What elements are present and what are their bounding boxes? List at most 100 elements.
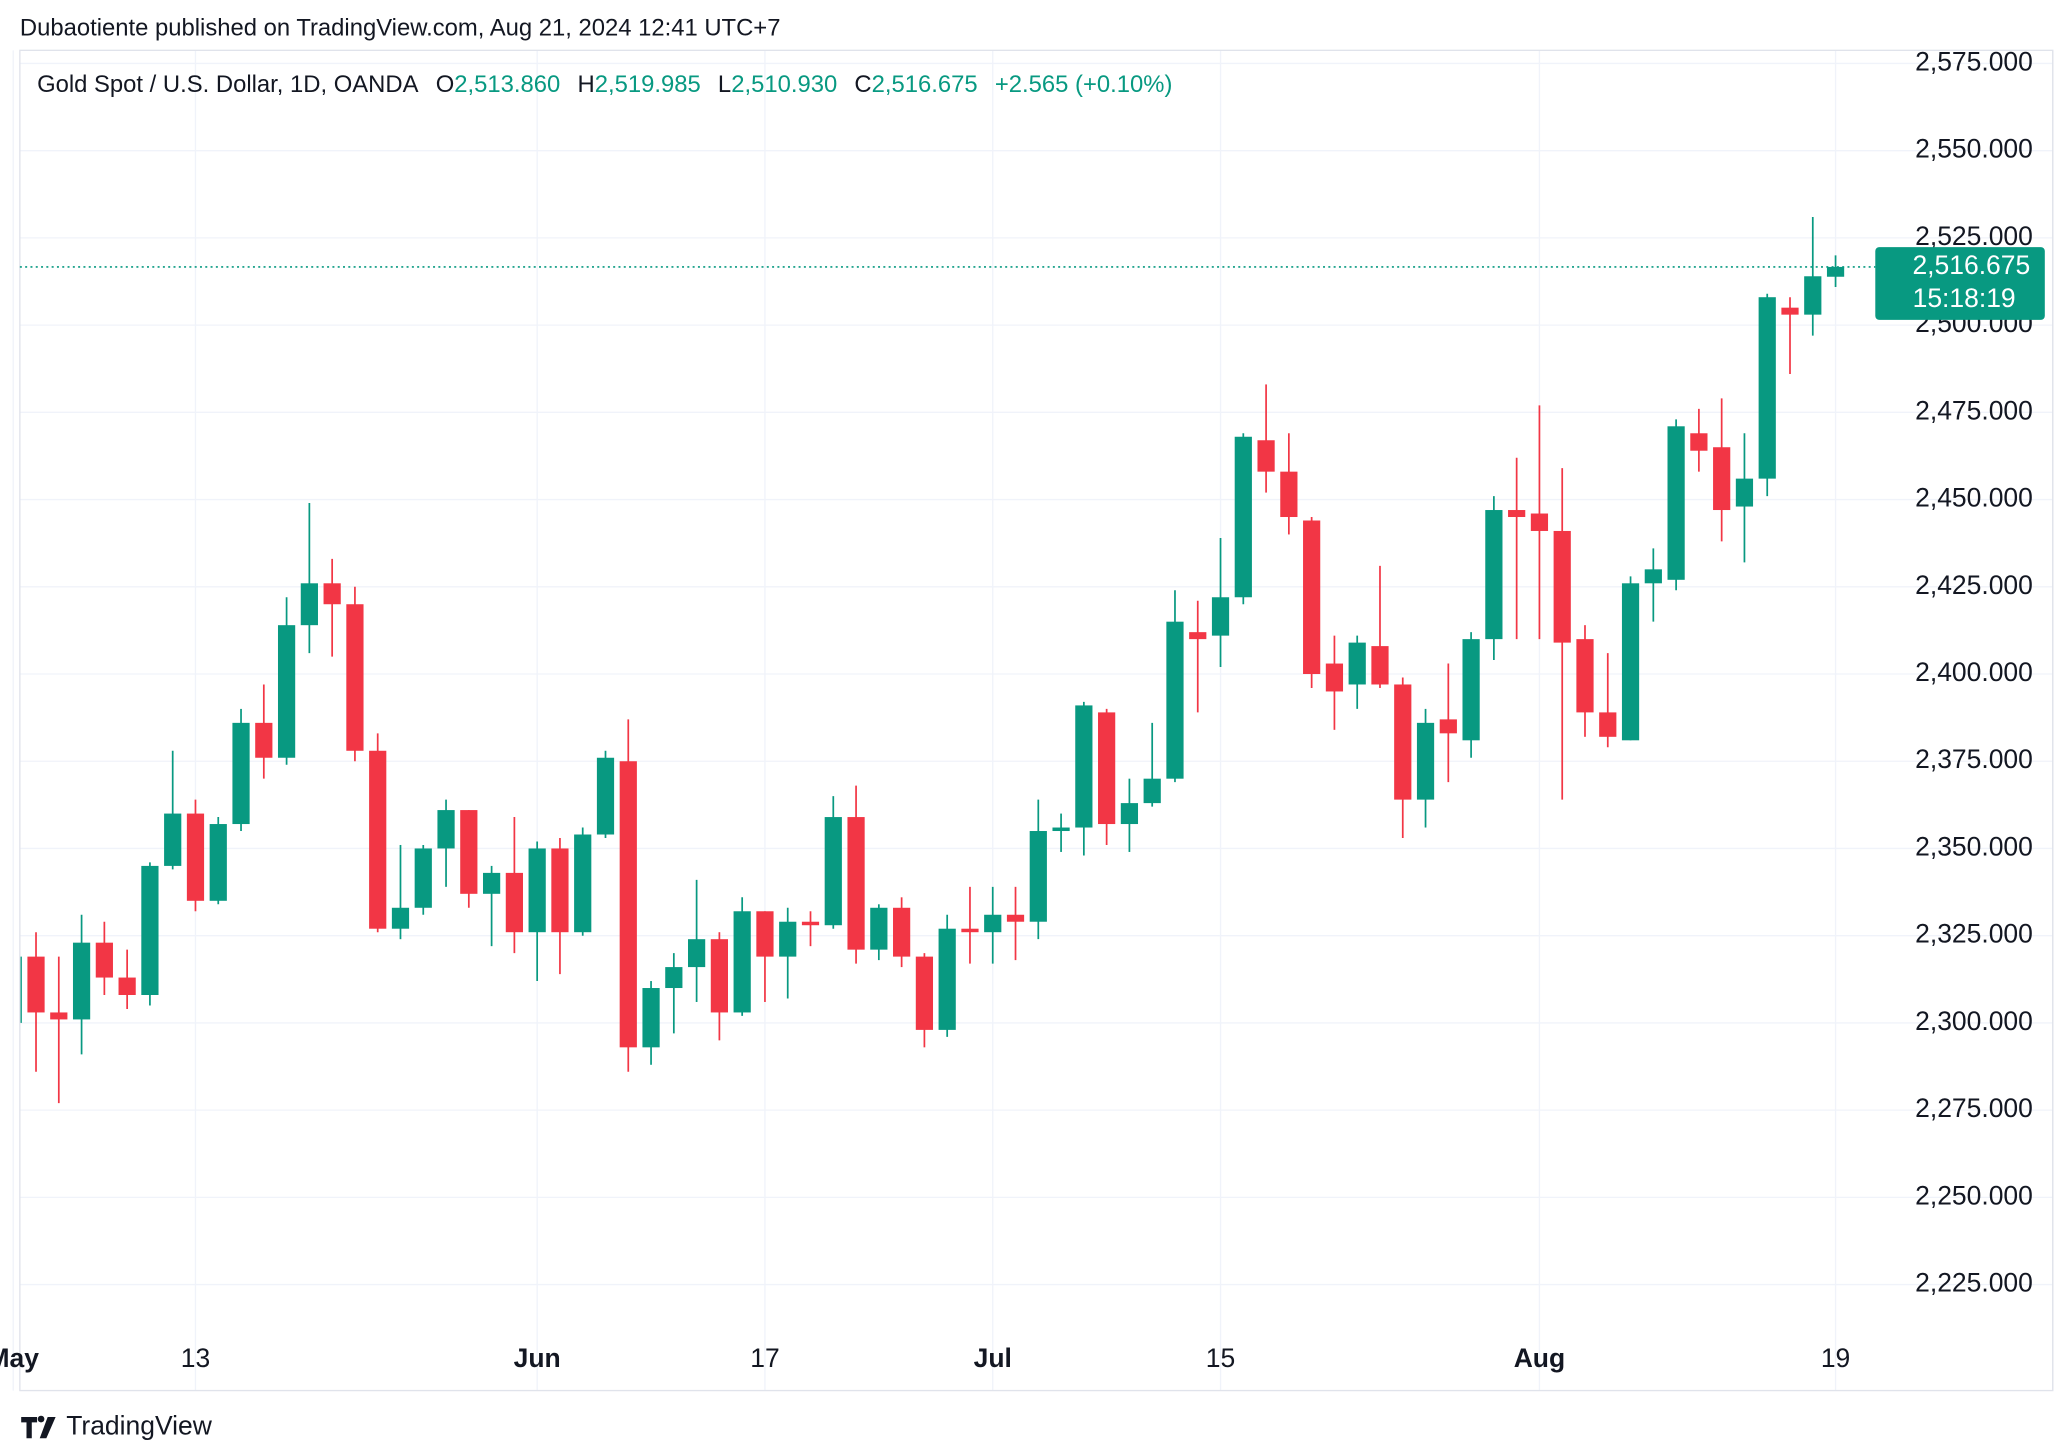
x-tick-label: 13	[181, 1343, 210, 1373]
legend-value: 2,510.930	[731, 71, 837, 98]
candle-body	[323, 583, 341, 605]
candle-body	[1211, 597, 1230, 636]
candle-body	[870, 907, 888, 950]
candle-body	[756, 911, 774, 957]
legend-key: H	[577, 71, 594, 98]
candle-body	[255, 722, 273, 758]
candle-body	[733, 911, 751, 1013]
candle-body	[300, 583, 318, 626]
y-tick-label: 2,475.000	[1915, 395, 2033, 425]
candle-body	[1735, 478, 1754, 507]
candle-body	[1029, 831, 1047, 922]
candle-body	[1804, 276, 1822, 315]
candle-body	[1098, 712, 1116, 825]
candle-body	[961, 928, 979, 933]
candle-body	[277, 625, 296, 758]
legend-key: L	[718, 71, 731, 98]
candle-body	[688, 939, 706, 968]
grid	[12, 50, 2053, 1391]
countdown-label: 15:18:19	[1913, 283, 2016, 313]
x-tick-label: May	[0, 1343, 39, 1373]
x-tick-label: 15	[1206, 1343, 1235, 1373]
candle-body	[915, 956, 934, 1030]
candle-body	[551, 848, 569, 933]
candle-body	[1166, 621, 1184, 779]
legend-value: 2,516.675	[872, 71, 978, 98]
symbol-title: Gold Spot / U.S. Dollar, 1D, OANDA	[37, 71, 418, 98]
x-tick-label: 19	[1821, 1343, 1850, 1373]
candle-body	[141, 865, 159, 996]
candle-body	[27, 956, 45, 1013]
candles	[19, 216, 1845, 1104]
candle-body	[779, 921, 797, 957]
legend-change: +2.565 (+0.10%)	[995, 71, 1173, 98]
candle-body	[596, 757, 615, 835]
candle-body	[50, 1012, 68, 1020]
y-tick-label: 2,450.000	[1915, 483, 2033, 513]
candle-body	[1781, 307, 1799, 315]
candle-body	[1826, 266, 1845, 277]
y-tick-label: 2,250.000	[1915, 1180, 2033, 1210]
candle-body	[1075, 705, 1093, 828]
candle-body	[232, 722, 250, 825]
candle-body	[1644, 569, 1662, 584]
legend-value: 2,513.860	[454, 71, 560, 98]
candle-body	[574, 834, 592, 933]
candle-body	[1006, 914, 1025, 922]
candle-body	[801, 921, 820, 926]
candle-body	[505, 872, 523, 933]
brand: TradingView	[21, 1411, 213, 1441]
candle-body	[619, 761, 637, 1048]
candle-body	[893, 907, 911, 957]
candle-body	[1553, 530, 1571, 643]
candle-body	[1667, 426, 1685, 580]
candle-body	[984, 914, 1002, 933]
x-tick-label: Jun	[514, 1343, 561, 1373]
candle-body	[1599, 712, 1617, 737]
brand-logo	[21, 1415, 56, 1439]
candle-body	[824, 817, 842, 926]
candle-body	[938, 928, 956, 1030]
legend-key: O	[436, 71, 455, 98]
candle-body	[710, 939, 729, 1013]
candle-body	[346, 604, 364, 751]
candle-body	[414, 848, 432, 908]
candle-body	[1758, 297, 1776, 479]
y-tick-label: 2,525.000	[1915, 221, 2033, 251]
candle-body	[1462, 639, 1480, 741]
symbol-legend: Gold Spot / U.S. Dollar, 1D, OANDA O2,51…	[37, 71, 1172, 98]
candle-body	[1234, 436, 1252, 598]
candle-body	[1189, 632, 1207, 640]
candle-body	[1348, 642, 1366, 685]
candle-body	[1690, 433, 1708, 451]
y-tick-label: 2,575.000	[1915, 46, 2033, 76]
candle-body	[1508, 510, 1526, 518]
candle-body	[1485, 510, 1503, 640]
y-tick-label: 2,225.000	[1915, 1268, 2033, 1298]
x-tick-label: Aug	[1514, 1343, 1565, 1373]
candle-body	[186, 813, 205, 901]
candle-body	[164, 813, 182, 866]
candle-body	[1325, 663, 1344, 692]
candle-body	[1439, 719, 1457, 734]
y-tick-label: 2,425.000	[1915, 570, 2033, 600]
candle-body	[1052, 827, 1070, 832]
y-tick-label: 2,350.000	[1915, 831, 2033, 861]
candle-body	[1280, 471, 1298, 518]
y-tick-label: 2,300.000	[1915, 1006, 2033, 1036]
legend-key: C	[854, 71, 871, 98]
candle-body	[1120, 803, 1139, 825]
y-tick-label: 2,550.000	[1915, 134, 2033, 164]
last-price-box	[1875, 247, 2045, 320]
candle-body	[1530, 513, 1549, 531]
y-tick-label: 2,375.000	[1915, 744, 2033, 774]
candle-body	[209, 824, 227, 901]
candle-body	[1576, 639, 1594, 713]
candle-body	[847, 817, 865, 950]
candle-body	[1416, 722, 1435, 800]
candle-body	[72, 942, 91, 1020]
candle-body	[665, 967, 683, 989]
